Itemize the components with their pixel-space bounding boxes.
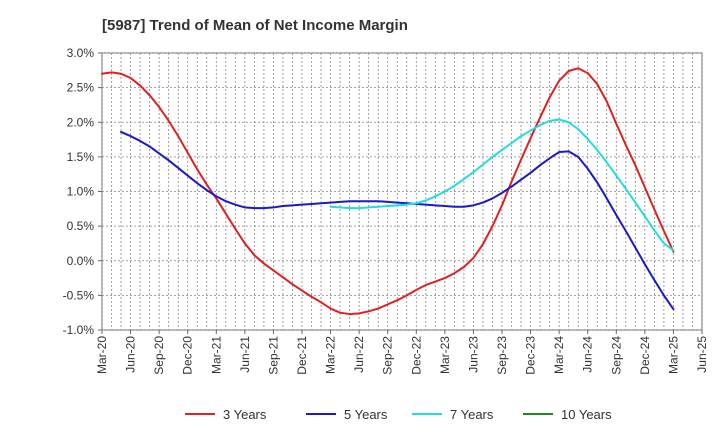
y-tick-label: 0.0% xyxy=(67,254,95,268)
x-tick-label: Jun-23 xyxy=(466,336,480,373)
x-tick-label: Dec-23 xyxy=(524,336,538,375)
x-tick-label: Mar-21 xyxy=(209,336,223,374)
x-tick-label: Dec-22 xyxy=(409,336,423,375)
y-tick-label: -0.5% xyxy=(63,288,95,302)
y-tick-label: 2.5% xyxy=(67,81,95,95)
series-line-5-years xyxy=(120,130,675,311)
x-axis: Mar-20 Jun-20 Sep-20 Dec-20 Mar-21 Jun-21 Sep-… xyxy=(95,330,709,375)
y-tick-label: 3.0% xyxy=(67,46,95,60)
x-tick-label: Dec-20 xyxy=(181,336,195,375)
x-tick-label: Jun-24 xyxy=(581,336,595,373)
legend-label-3-years: 3 Years xyxy=(223,407,267,422)
y-axis: -1.0% -0.5% 0.0% 0.5% 1.0% 1.5% 2.0% 2.5% 3.0% xyxy=(63,46,102,337)
x-tick-label: Sep-20 xyxy=(152,336,166,375)
y-tick-label: 1.5% xyxy=(67,150,95,164)
legend-label-10-years: 10 Years xyxy=(561,407,612,422)
y-tick-label: 2.0% xyxy=(67,115,95,129)
legend: 3 Years 5 Years 7 Years 10 Years xyxy=(185,407,612,422)
series-lines xyxy=(101,67,675,316)
x-tick-label: Dec-21 xyxy=(295,336,309,375)
x-tick-label: Sep-23 xyxy=(495,336,509,375)
legend-label-5-years: 5 Years xyxy=(344,407,388,422)
series-line-3-years xyxy=(101,67,675,316)
x-tick-label: Dec-24 xyxy=(638,336,652,375)
x-tick-label: Sep-22 xyxy=(381,336,395,375)
series-line-7-years xyxy=(329,118,675,252)
x-tick-label: Jun-25 xyxy=(695,336,709,373)
x-tick-label: Mar-23 xyxy=(438,336,452,374)
x-tick-label: Jun-20 xyxy=(124,336,138,373)
legend-label-7-years: 7 Years xyxy=(450,407,494,422)
y-tick-label: 0.5% xyxy=(67,219,95,233)
y-tick-label: -1.0% xyxy=(63,323,95,337)
x-tick-label: Mar-22 xyxy=(324,336,338,374)
x-tick-label: Sep-21 xyxy=(266,336,280,375)
x-tick-label: Mar-25 xyxy=(666,336,680,374)
x-tick-label: Sep-24 xyxy=(609,336,623,375)
x-tick-label: Mar-24 xyxy=(552,336,566,374)
x-tick-label: Mar-20 xyxy=(95,336,109,374)
x-tick-label: Jun-22 xyxy=(352,336,366,373)
y-tick-label: 1.0% xyxy=(67,185,95,199)
chart-title: [5987] Trend of Mean of Net Income Margi… xyxy=(102,17,408,34)
x-tick-label: Jun-21 xyxy=(238,336,252,373)
